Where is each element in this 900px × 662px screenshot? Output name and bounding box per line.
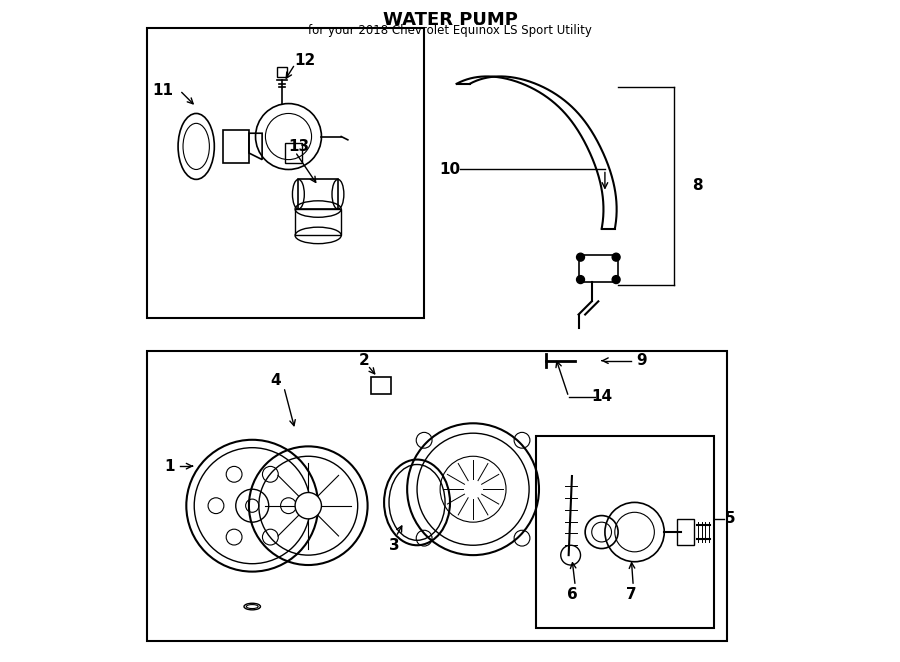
Bar	[285, 143, 302, 163]
Text: 5: 5	[724, 511, 735, 526]
Text: 2: 2	[359, 353, 370, 368]
Text: 10: 10	[439, 162, 461, 177]
Text: 7: 7	[626, 587, 636, 602]
Text: 9: 9	[636, 353, 646, 368]
Text: 13: 13	[288, 139, 309, 154]
Circle shape	[295, 493, 321, 519]
Bar	[147, 28, 424, 318]
Text: 1: 1	[165, 459, 176, 473]
Bar	[222, 130, 249, 163]
Text: 11: 11	[153, 83, 174, 98]
Bar	[536, 436, 714, 628]
Text: 4: 4	[270, 373, 281, 388]
Text: 12: 12	[294, 53, 316, 68]
Bar	[299, 179, 338, 209]
Text: for your 2018 Chevrolet Equinox LS Sport Utility: for your 2018 Chevrolet Equinox LS Sport…	[308, 24, 592, 38]
Bar	[678, 519, 694, 545]
Text: 14: 14	[591, 389, 612, 404]
Bar	[147, 351, 727, 641]
Bar	[276, 68, 287, 77]
Circle shape	[249, 446, 367, 565]
Circle shape	[577, 253, 584, 261]
Text: 3: 3	[389, 538, 400, 553]
Text: WATER PUMP: WATER PUMP	[382, 11, 518, 29]
Text: 6: 6	[567, 587, 577, 602]
Bar	[579, 255, 618, 281]
Text: 8: 8	[692, 179, 703, 193]
Circle shape	[612, 275, 620, 283]
Circle shape	[612, 253, 620, 261]
Bar	[295, 209, 341, 236]
Circle shape	[577, 275, 584, 283]
